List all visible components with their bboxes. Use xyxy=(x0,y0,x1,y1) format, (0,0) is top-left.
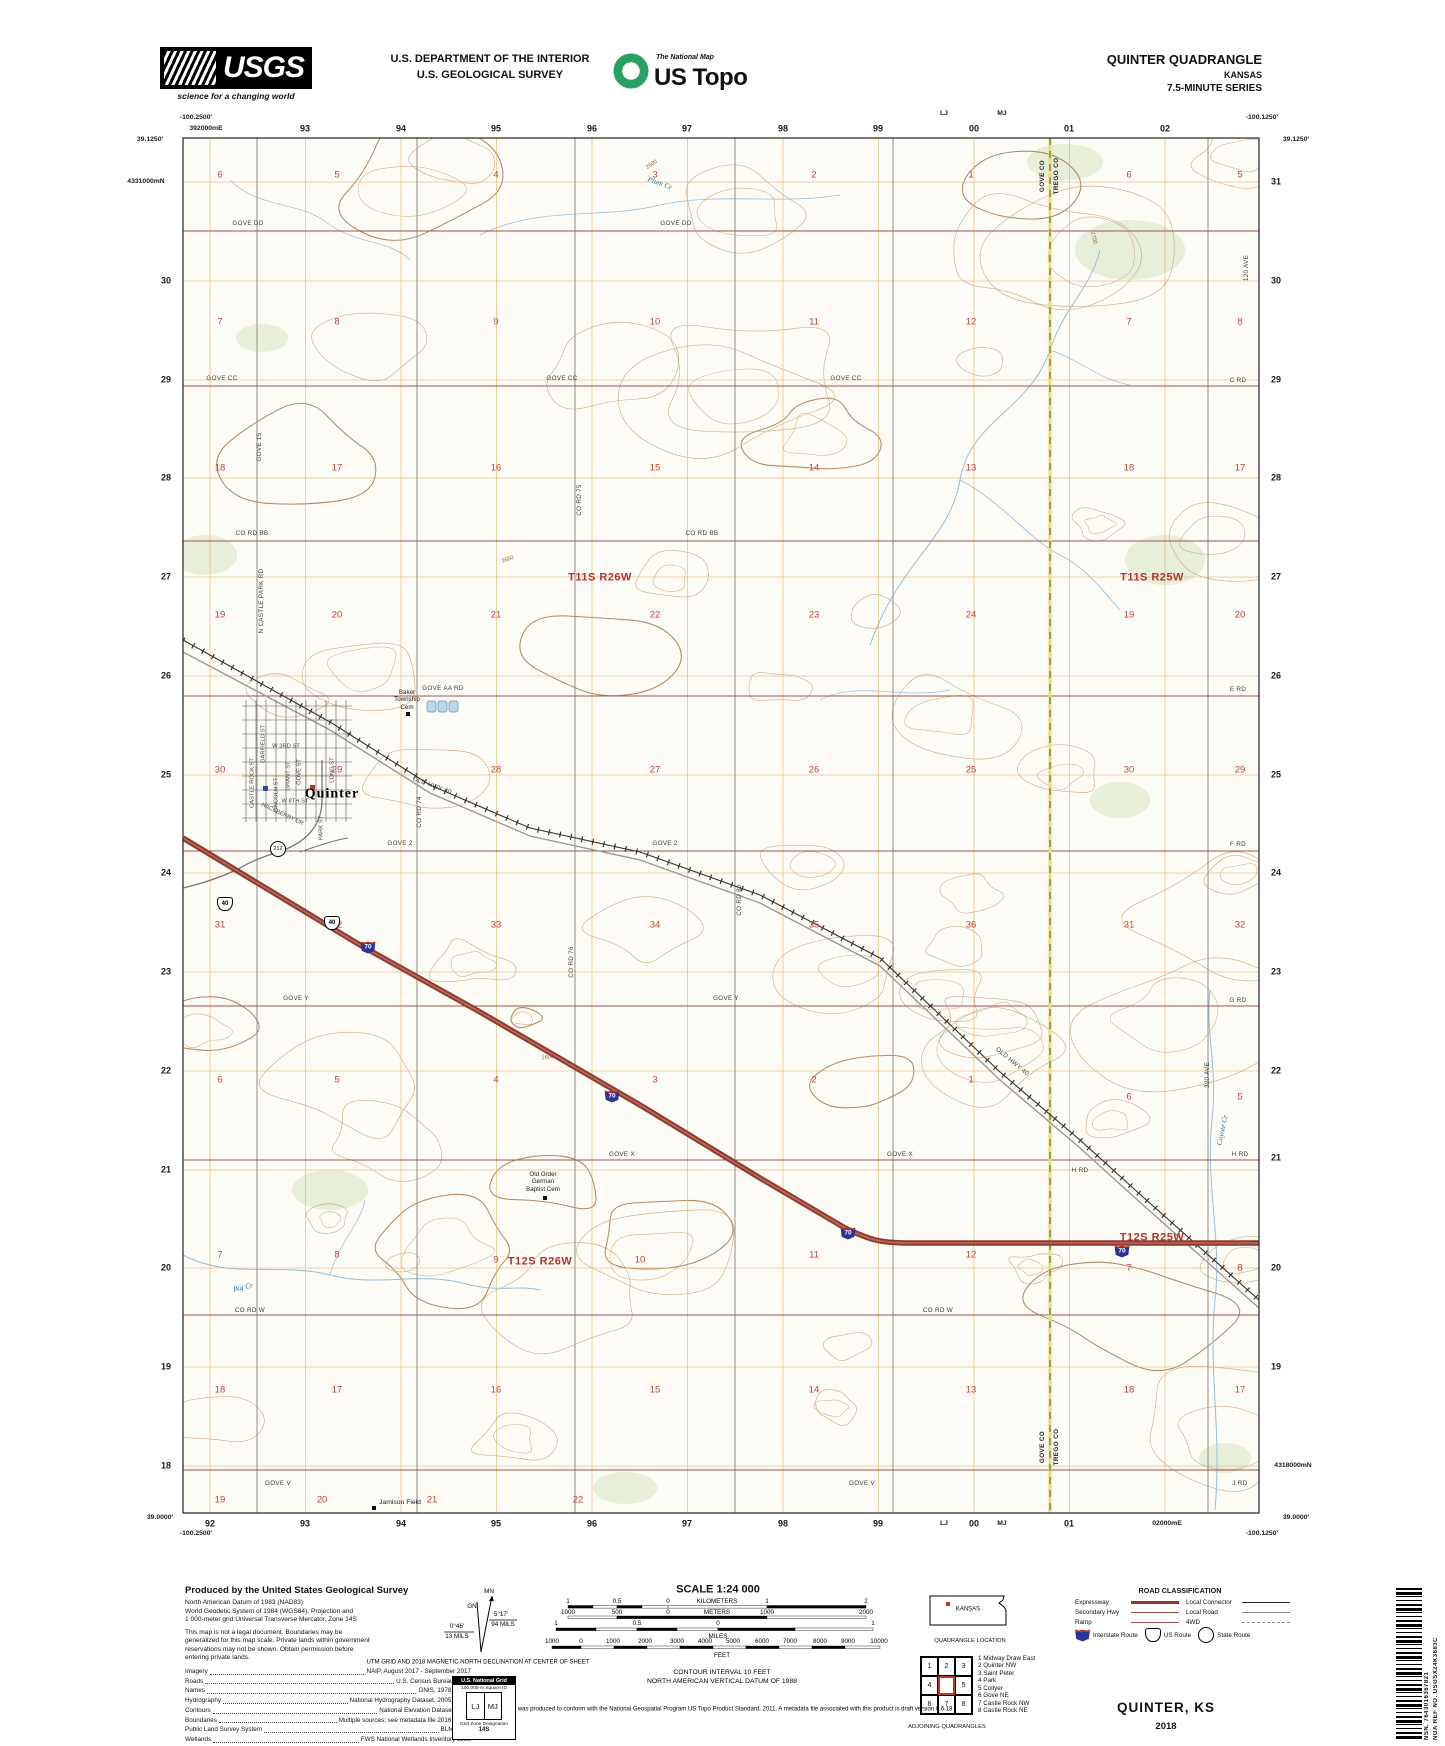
barcode xyxy=(1396,1588,1422,1740)
utm-grid-layer xyxy=(183,138,1259,1513)
adjoining-quad-name: 4 Park xyxy=(978,1677,997,1685)
buildings xyxy=(263,712,547,1510)
data-source-row: Roads U.S. Census Bureau, 2018 xyxy=(185,1677,471,1685)
scale-bars xyxy=(551,1605,881,1649)
department-heading: U.S. DEPARTMENT OF THE INTERIOR U.S. GEO… xyxy=(330,52,650,84)
usng-subtitle: 100,000-m Square ID xyxy=(461,1686,507,1691)
credits-datum: North American Datum of 1983 (NAD83) Wor… xyxy=(185,1599,357,1624)
interstate-70 xyxy=(183,835,1259,1246)
ustopo-logo: The National Map US Topo xyxy=(612,52,792,102)
nga-ref-number: NGA REF NO. USGSX24K3683C xyxy=(1433,1637,1439,1740)
usng-square-lj: LJ xyxy=(467,1693,485,1719)
usgs-logo: USGS xyxy=(160,47,312,89)
adjoining-quad-name: 3 Saint Peter xyxy=(978,1669,1015,1677)
adjoining-quad-cell: 4 xyxy=(921,1676,938,1695)
credits-block: Produced by the United States Geological… xyxy=(185,1585,471,1745)
road-class-row: Ramp xyxy=(1075,1617,1179,1627)
data-source-row: Wetlands FWS National Wetlands Inventory … xyxy=(185,1736,471,1744)
usng-title: U.S. National Grid xyxy=(453,1677,515,1685)
state-route-legend: State Route xyxy=(1198,1627,1250,1643)
data-sources-list: Imagery NAIP, August 2017 - September 201… xyxy=(185,1667,471,1745)
adjoining-quad-cell: 8 xyxy=(955,1695,972,1714)
ustopo-brand: US Topo xyxy=(654,64,748,91)
usng-square-mj: MJ xyxy=(487,1701,498,1711)
usgs-logo-text: USGS xyxy=(222,51,305,84)
data-source-row: Imagery NAIP, August 2017 - September 201… xyxy=(185,1667,471,1675)
imprint-year: 2018 xyxy=(1155,1721,1177,1732)
adjoining-quad-cell: 6 xyxy=(921,1695,938,1714)
adjoining-quad-name: 5 Collyer xyxy=(978,1684,1003,1692)
local-roads xyxy=(183,760,349,889)
dept-line2: U.S. GEOLOGICAL SURVEY xyxy=(416,68,564,81)
credits-title: Produced by the United States Geological… xyxy=(185,1585,409,1596)
vegetation-layer xyxy=(183,144,1251,1504)
road-class-row: 4WD xyxy=(1186,1617,1290,1627)
adjoining-quad-name: 2 Quinter NW xyxy=(978,1662,1017,1670)
adjoining-quad-name: 1 Midway Draw East xyxy=(978,1655,1036,1662)
adjoining-quads-caption: ADJOINING QUADRANGLES xyxy=(908,1724,986,1730)
road-class-symbols: Interstate Route US Route State Route xyxy=(1075,1627,1290,1643)
usng-box: U.S. National Grid 100,000-m Square ID L… xyxy=(452,1676,516,1740)
section-road-layer xyxy=(183,138,1259,1513)
quad-location-dot xyxy=(946,1602,950,1606)
usng-zone: 14S xyxy=(478,1727,490,1733)
adjoining-quad-cell: 7 xyxy=(938,1695,955,1714)
ustopo-leaf-icon xyxy=(613,53,649,89)
quad-state: KANSAS xyxy=(1223,70,1262,80)
national-map-label: The National Map xyxy=(656,54,714,61)
adjoining-quad-name: 6 Gove NE xyxy=(978,1692,1009,1700)
map-paper xyxy=(183,138,1259,1513)
adjoining-quad-cell: 2 xyxy=(938,1657,955,1676)
contour-layer xyxy=(183,138,1259,1492)
road-class-row: Secondary Hwy xyxy=(1075,1607,1179,1617)
imprint-name: QUINTER, KS xyxy=(1116,1700,1215,1715)
quadrangle-title-block: QUINTER QUADRANGLE KANSAS 7.5-MINUTE SER… xyxy=(1000,52,1262,94)
data-source-row: Hydrography National Hydrography Dataset,… xyxy=(185,1697,471,1705)
credits-legal: This map is not a legal document. Bounda… xyxy=(185,1628,370,1662)
usgs-tagline: science for a changing world xyxy=(177,91,295,101)
quadrangle-location-caption: QUADRANGLE LOCATION xyxy=(934,1638,1006,1644)
road-class-row: Expressway xyxy=(1075,1597,1179,1607)
adjoining-quad-cell: 1 xyxy=(921,1657,938,1676)
adjoining-quad-cell: 3 xyxy=(955,1657,972,1676)
usng-gz-label: Grid Zone Designation xyxy=(460,1722,508,1727)
railroad xyxy=(183,637,1259,1309)
adjoining-quad-name: 7 Castle Rock NW xyxy=(978,1699,1030,1707)
quad-series: 7.5-MINUTE SERIES xyxy=(1166,83,1262,94)
imprint-block: QUINTER, KS 2018 xyxy=(1100,1700,1232,1732)
town-streets xyxy=(242,700,352,822)
declination-diagram xyxy=(444,1595,517,1653)
dept-line1: U.S. DEPARTMENT OF THE INTERIOR xyxy=(390,53,590,65)
road-class-row: Local Connector xyxy=(1186,1597,1290,1607)
data-source-row: Boundaries Multiple sources; see metadata… xyxy=(185,1716,471,1724)
road-class-row: Local Road xyxy=(1186,1607,1290,1617)
neatline xyxy=(182,137,1260,1514)
road-class-right-column: Local Connector Local Road 4WD xyxy=(1186,1597,1290,1627)
us-route-legend: US Route xyxy=(1144,1628,1191,1642)
quad-name: QUINTER QUADRANGLE xyxy=(1106,52,1262,67)
data-source-row: Names GNIS, 1978 - 2018 xyxy=(185,1687,471,1695)
interstate-route-legend: Interstate Route xyxy=(1075,1629,1138,1642)
road-classification-title: ROAD CLASSIFICATION xyxy=(1138,1586,1222,1595)
road-class-left-column: Expressway Secondary Hwy Ramp xyxy=(1075,1597,1179,1627)
adjoining-quads-names: 1 Midway Draw East 2 Quinter NW 3 Saint Pe… xyxy=(978,1655,1035,1714)
adjoining-quad-cell xyxy=(938,1676,955,1695)
usgs-wave-icon xyxy=(164,51,216,85)
nsn-number: NSN. 7643016367821 xyxy=(1424,1671,1430,1740)
adjoining-quad-name: 8 Castle Rock NE xyxy=(978,1706,1028,1714)
usng-square: LJ MJ xyxy=(466,1692,502,1720)
data-source-row: Contours National Elevation Dataset, 2018 xyxy=(185,1706,471,1714)
adjoining-quad-cell: 5 xyxy=(955,1676,972,1695)
state-locator-map xyxy=(929,1595,1007,1626)
